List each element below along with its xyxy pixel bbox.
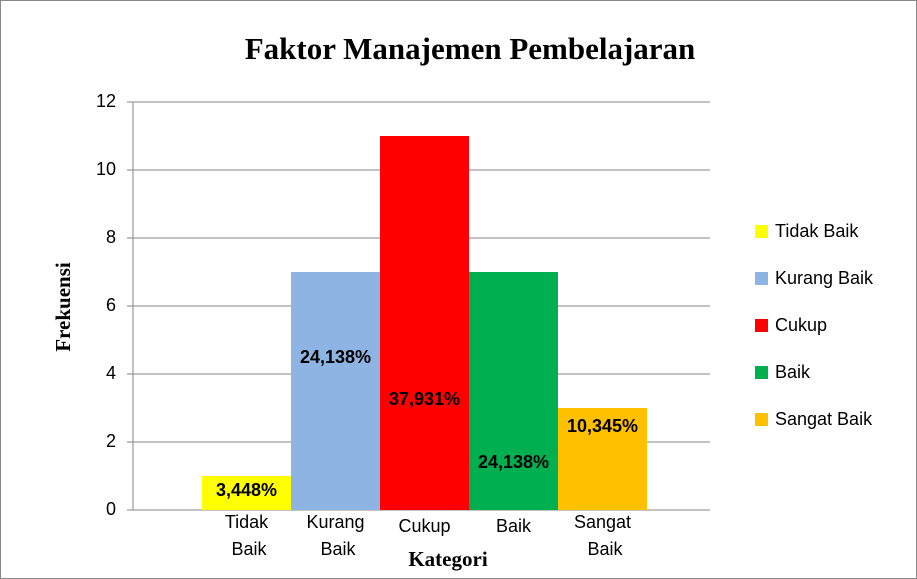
legend-label: Tidak Baik [775, 221, 859, 241]
y-tick-label: 2 [106, 431, 116, 451]
legend-label: Cukup [775, 315, 827, 335]
legend-swatch [755, 272, 768, 285]
y-tick-label: 8 [106, 227, 116, 247]
x-tick-label: Cukup [398, 516, 450, 536]
y-tick-label: 10 [96, 159, 116, 179]
y-tick-label: 4 [106, 363, 116, 383]
data-label: 24,138% [478, 452, 549, 472]
legend-label: Sangat Baik [775, 409, 873, 429]
x-axis-label: Kategori [408, 547, 487, 571]
x-tick-label: Kurang Baik [306, 512, 364, 559]
y-tick-label: 6 [106, 295, 116, 315]
legend-swatch [755, 413, 768, 426]
legend-swatch [755, 225, 768, 238]
bar [380, 136, 469, 510]
legend-swatch [755, 366, 768, 379]
bar [291, 272, 380, 510]
y-tick-label: 0 [106, 499, 116, 519]
data-label-background [213, 479, 280, 503]
data-label: 3,448% [216, 480, 277, 500]
bar [469, 272, 558, 510]
x-tick-label: Baik [496, 516, 532, 536]
x-tick-label: Sangat Baik [574, 512, 631, 559]
data-label: 37,931% [389, 389, 460, 409]
y-tick-label: 12 [96, 91, 116, 111]
chart-title: Faktor Manajemen Pembelajaran [245, 31, 696, 66]
y-axis-label: Frekuensi [51, 262, 75, 352]
legend-swatch [755, 319, 768, 332]
x-tick-label: Tidak Baik [225, 512, 269, 559]
bar [558, 408, 647, 510]
legend-label: Kurang Baik [775, 268, 874, 288]
legend-label: Baik [775, 362, 811, 382]
data-label: 10,345% [567, 416, 638, 436]
data-label: 24,138% [300, 347, 371, 367]
